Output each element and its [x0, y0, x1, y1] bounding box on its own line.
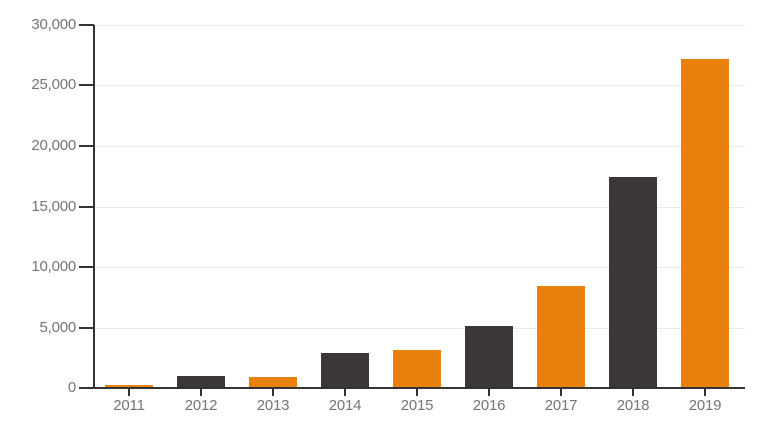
- y-axis-label: 15,000: [31, 198, 76, 215]
- x-axis-label: 2011: [113, 397, 145, 414]
- x-axis-tick: [344, 388, 346, 396]
- bar-2014: [321, 353, 369, 388]
- y-axis-tick: [79, 206, 94, 208]
- y-axis-tick: [79, 84, 94, 86]
- x-axis-label: 2012: [184, 397, 218, 414]
- gridline: [93, 328, 745, 329]
- x-axis-tick: [560, 388, 562, 396]
- x-axis-line: [93, 387, 745, 389]
- y-axis-line: [93, 25, 95, 389]
- y-axis-tick: [79, 24, 94, 26]
- y-axis-label: 30,000: [31, 16, 76, 33]
- gridline: [93, 207, 745, 208]
- y-axis-tick: [79, 387, 94, 389]
- y-axis-tick: [79, 327, 94, 329]
- x-axis-label: 2013: [256, 397, 290, 414]
- x-axis-tick: [128, 388, 130, 396]
- x-axis-tick: [488, 388, 490, 396]
- bar-2016: [465, 326, 513, 388]
- x-axis-tick: [416, 388, 418, 396]
- x-axis-label: 2019: [688, 397, 722, 414]
- bar-2019: [681, 59, 729, 388]
- x-axis-label: 2016: [472, 397, 506, 414]
- y-axis-label: 0: [67, 379, 76, 396]
- gridline: [93, 25, 745, 26]
- x-axis-tick: [200, 388, 202, 396]
- bar-2012: [177, 376, 225, 388]
- gridline: [93, 146, 745, 147]
- y-axis-tick: [79, 266, 94, 268]
- x-axis-label: 2017: [544, 397, 578, 414]
- bar-2015: [393, 350, 441, 388]
- bar-2018: [609, 177, 657, 388]
- x-axis-label: 2018: [616, 397, 650, 414]
- x-axis-label: 2014: [328, 397, 362, 414]
- y-axis-label: 25,000: [31, 76, 76, 93]
- bar-2017: [537, 286, 585, 388]
- x-axis-label: 2015: [400, 397, 434, 414]
- y-axis-label: 5,000: [39, 319, 76, 336]
- x-axis-tick: [704, 388, 706, 396]
- bar-2011: [105, 385, 153, 388]
- x-axis-tick: [632, 388, 634, 396]
- gridline: [93, 267, 745, 268]
- y-axis-label: 20,000: [31, 137, 76, 154]
- bar-2013: [249, 377, 297, 388]
- gridline: [93, 85, 745, 86]
- x-axis-tick: [272, 388, 274, 396]
- y-axis-label: 10,000: [31, 258, 76, 275]
- y-axis-tick: [79, 145, 94, 147]
